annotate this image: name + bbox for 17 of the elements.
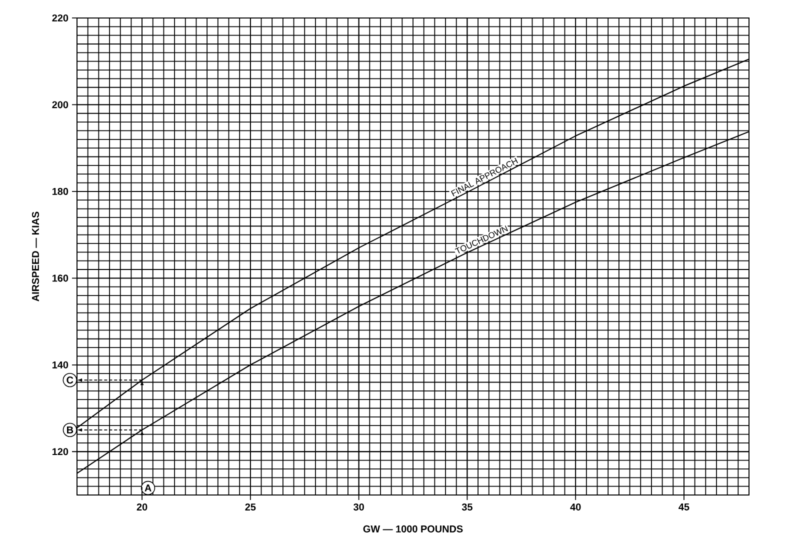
x-tick-label: 35	[462, 504, 472, 511]
y-tick-label: 140	[52, 361, 68, 368]
y-tick-label: 160	[52, 274, 68, 282]
y-axis-title: AIRSPEED — KIAS	[32, 212, 40, 302]
x-tick-label: 45	[678, 504, 690, 510]
y-tick-label: 220	[52, 14, 68, 22]
text: B	[67, 426, 74, 434]
x-tick-label: 25	[245, 504, 256, 511]
x-tick-label: 30	[354, 504, 364, 511]
x-tick-label: 40	[570, 504, 581, 511]
x-axis-title: GW — 1000 POUNDS	[363, 525, 463, 532]
text: C	[66, 376, 74, 384]
x-tick-label: 20	[136, 504, 148, 511]
annotation: A	[144, 484, 152, 492]
y-tick-label: 120	[52, 448, 68, 456]
y-tick-label: 180	[52, 188, 68, 195]
y-tick-label: 200	[52, 101, 68, 108]
